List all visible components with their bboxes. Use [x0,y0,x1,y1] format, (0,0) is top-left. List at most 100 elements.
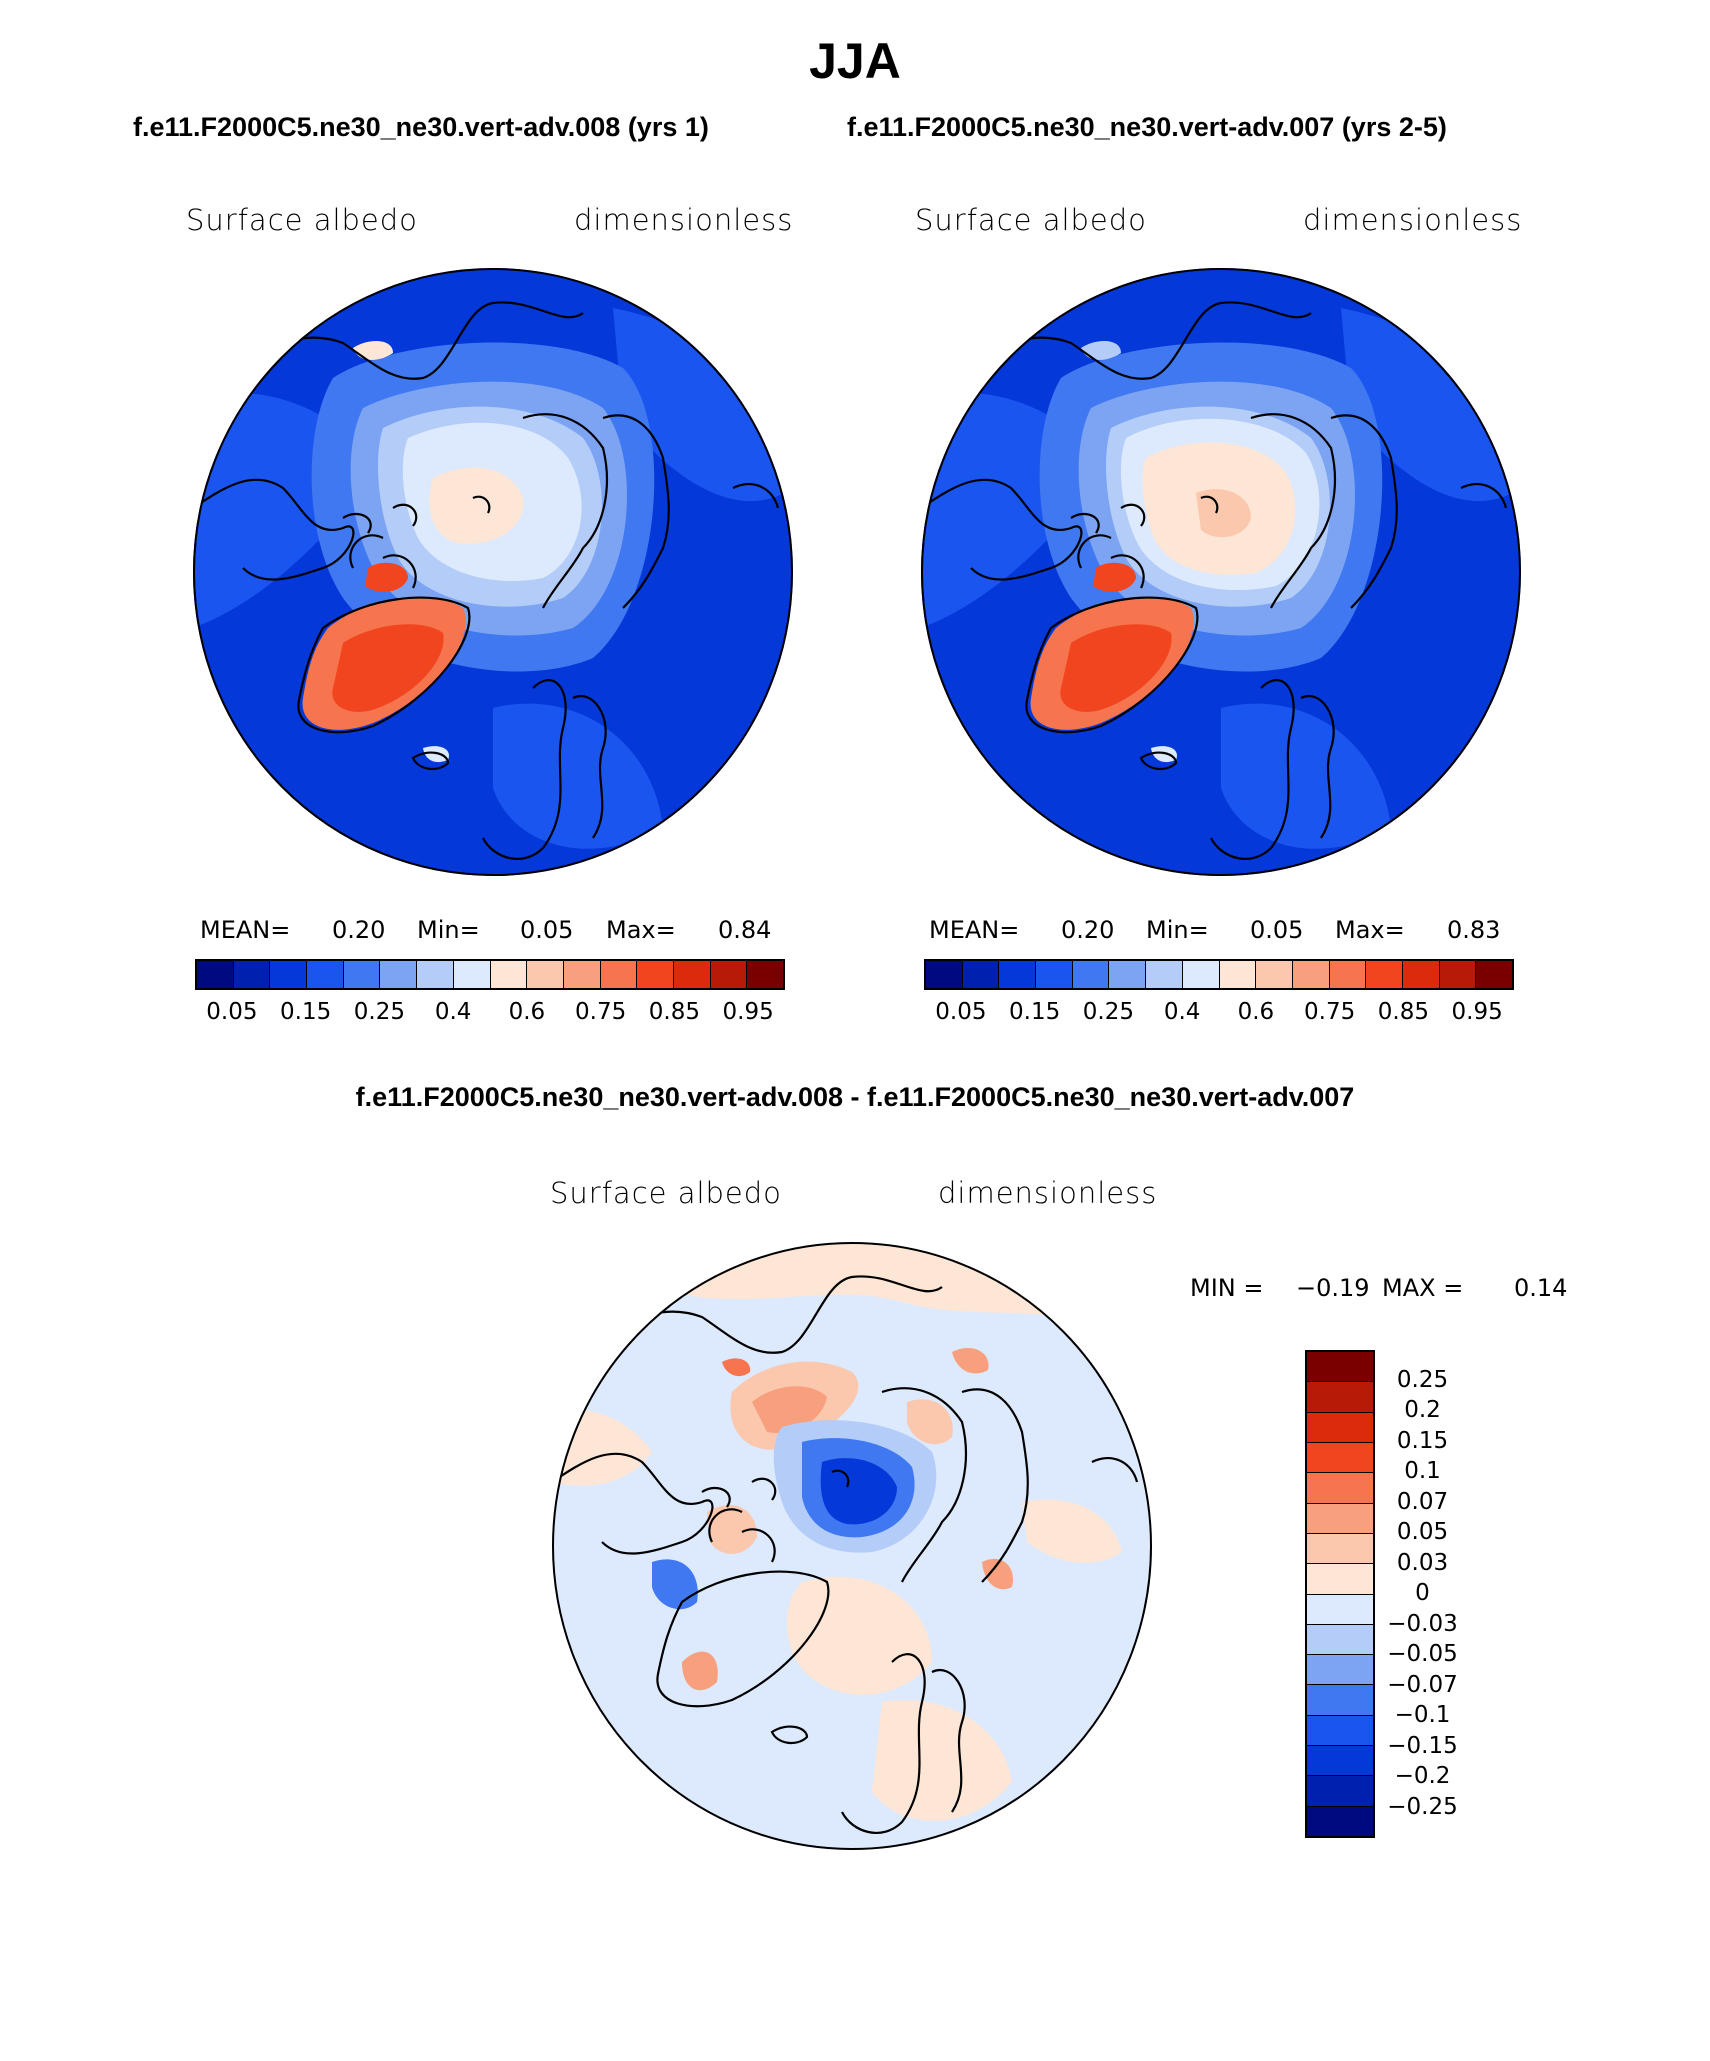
panel2-colorbar [924,959,1514,990]
panel1-colorbar-swatch [747,961,783,988]
panel1-colorbar-tick-label: 0.15 [280,999,332,1025]
panel2-colorbar-swatch [1182,961,1220,988]
panel2-colorbar-tick-label: 0.75 [1304,999,1356,1025]
panel2-colorbar-swatch [999,961,1037,988]
panel2-colorbar-swatch [1439,961,1477,988]
panel2-units-label: dimensionless [1303,203,1523,237]
panel1-polar-map [193,268,793,876]
diff-min-value: −0.19 [1296,1274,1370,1302]
panel1-colorbar-tick-label: 0.4 [434,999,472,1025]
diff-colorbar-swatch [1307,1352,1373,1383]
panel2-min-label: Min= [1146,916,1209,944]
panel1-colorbar [195,959,785,990]
panel1-colorbar-tick-label: 0.85 [648,999,700,1025]
panel2-mean-value: 0.20 [1061,916,1115,944]
diff-colorbar-tick-label: 0.03 [1396,1549,1449,1576]
panel2-min-value: 0.05 [1250,916,1304,944]
panel2-colorbar-tick-label: 0.05 [935,999,987,1025]
diff-colorbar-swatch [1307,1655,1373,1686]
panel1-colorbar-swatch [197,961,234,988]
panel2-colorbar-swatch [1366,961,1403,988]
panel1-colorbar-swatch [637,961,674,988]
panel1-min-label: Min= [417,916,480,944]
panel1-variable-label: Surface albedo [186,203,418,237]
diff-colorbar-tick-label: 0.1 [1404,1458,1441,1484]
panel2-colorbar-swatch [1402,961,1440,988]
diff-colorbar-swatch [1307,1473,1373,1504]
figure-title: JJA [809,33,901,89]
panel2-case-title: f.e11.F2000C5.ne30_ne30.vert-adv.007 (yr… [847,112,1447,142]
panel2-colorbar-tick-label: 0.95 [1451,999,1503,1025]
diff-polar-map [552,1242,1152,1850]
diff-colorbar-swatch [1307,1503,1373,1534]
panel1-colorbar-swatch [563,961,601,988]
panel1-colorbar-tick-label: 0.25 [353,999,405,1025]
panel1-colorbar-swatch [270,961,308,988]
panel2-colorbar-swatch [962,961,1000,988]
panel1-colorbar-tick-label: 0.75 [575,999,627,1025]
diff-min-label: MIN = [1190,1274,1264,1302]
diff-colorbar-tick-label: −0.15 [1387,1732,1458,1759]
panel2-max-value: 0.83 [1447,916,1501,944]
diff-colorbar-tick-label: 0.05 [1396,1519,1449,1545]
panel1-colorbar-swatch [527,961,564,988]
panel2-variable-label: Surface albedo [915,203,1147,237]
diff-colorbar-swatch [1307,1746,1373,1777]
panel1-max-value: 0.84 [718,916,772,944]
panel2-colorbar-swatch [1292,961,1330,988]
panel1-case-title: f.e11.F2000C5.ne30_ne30.vert-adv.008 (yr… [133,112,709,142]
diff-colorbar-swatch [1307,1806,1373,1836]
panel2-colorbar-tick-label: 0.6 [1237,999,1275,1025]
panel2-colorbar-swatch [1109,961,1147,988]
panel1-colorbar-swatch [307,961,344,988]
panel1-colorbar-ticks: 0.05 0.15 0.25 0.4 0.6 0.75 0.85 0.95 [195,999,785,1029]
panel2-colorbar-swatch [1146,961,1183,988]
panel1-colorbar-tick-label: 0.6 [508,999,546,1025]
panel2-colorbar-swatch [926,961,963,988]
panel2-colorbar-tick-label: 0.15 [1009,999,1061,1025]
panel1-colorbar-swatch [417,961,454,988]
panel1-max-label: Max= [606,916,676,944]
diff-colorbar-tick-label: 0.2 [1404,1397,1441,1423]
panel2-colorbar-swatch [1036,961,1073,988]
panel2-colorbar-tick-label: 0.85 [1377,999,1429,1025]
panel2-colorbar-ticks: 0.05 0.15 0.25 0.4 0.6 0.75 0.85 0.95 [924,999,1514,1029]
diff-colorbar-tick-label: −0.1 [1394,1702,1451,1728]
panel2-colorbar-swatch [1219,961,1257,988]
panel1-units-label: dimensionless [574,203,794,237]
diff-colorbar-tick-label: −0.07 [1387,1671,1458,1698]
diff-colorbar-swatch [1307,1776,1373,1807]
diff-colorbar-tick-label: 0.07 [1396,1488,1449,1515]
panel2-max-label: Max= [1335,916,1405,944]
panel2-colorbar-swatch [1476,961,1512,988]
diff-colorbar-tick-label: −0.25 [1387,1793,1458,1820]
panel1-colorbar-swatch [380,961,418,988]
panel2-polar-map [921,268,1521,876]
diff-colorbar-swatch [1307,1442,1373,1474]
diff-colorbar-tick-label: 0.15 [1396,1427,1449,1454]
diff-colorbar-swatch [1307,1594,1373,1625]
panel2-colorbar-tick-label: 0.25 [1082,999,1134,1025]
panel2-colorbar-swatch [1329,961,1367,988]
diff-max-value: 0.14 [1514,1274,1568,1302]
panel2-colorbar-tick-label: 0.4 [1163,999,1201,1025]
panel1-mean-value: 0.20 [332,916,386,944]
diff-colorbar-tick-label: 0.25 [1396,1366,1449,1393]
diff-colorbar-swatch [1307,1715,1373,1747]
diff-units-label: dimensionless [938,1176,1158,1210]
diff-title: f.e11.F2000C5.ne30_ne30.vert-adv.008 - f… [355,1082,1355,1112]
diff-colorbar-tick-label: −0.05 [1387,1641,1458,1667]
diff-colorbar-swatch [1307,1533,1373,1565]
panel2-mean-label: MEAN= [929,916,1020,944]
panel1-colorbar-tick-label: 0.05 [206,999,258,1025]
panel2-colorbar-swatch [1256,961,1293,988]
diff-max-label: MAX = [1382,1274,1464,1302]
panel2-colorbar-swatch [1072,961,1110,988]
panel1-colorbar-tick-label: 0.95 [722,999,774,1025]
panel1-colorbar-swatch [490,961,528,988]
panel1-mean-label: MEAN= [200,916,291,944]
panel1-min-value: 0.05 [520,916,574,944]
panel1-colorbar-swatch [673,961,711,988]
diff-colorbar-swatch [1307,1412,1373,1443]
panel1-colorbar-swatch [343,961,381,988]
